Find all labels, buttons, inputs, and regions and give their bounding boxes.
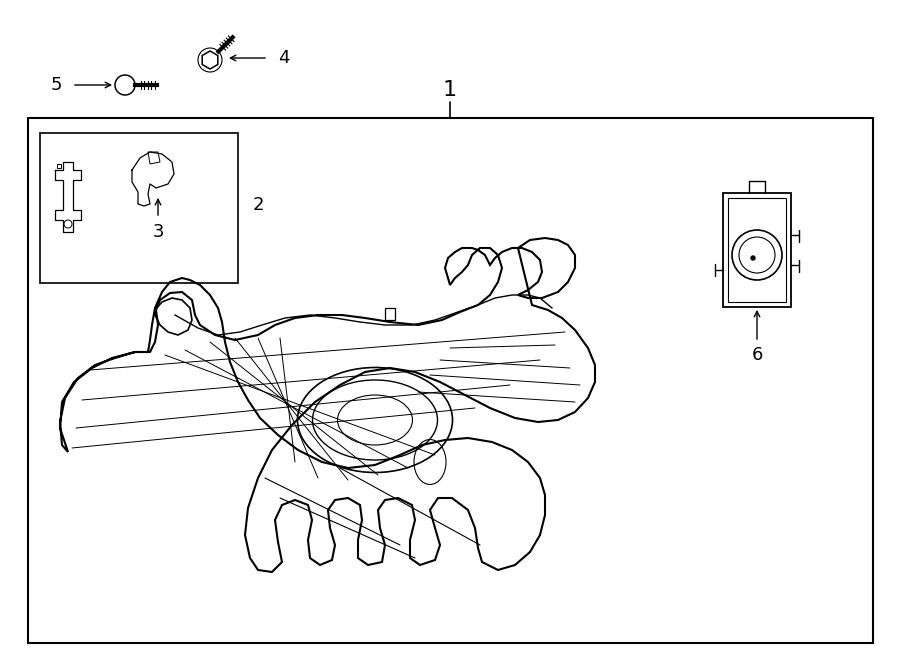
Text: 4: 4: [278, 49, 290, 67]
Text: 6: 6: [752, 346, 762, 364]
Text: 5: 5: [50, 76, 62, 94]
Text: 1: 1: [443, 80, 457, 100]
Text: 2: 2: [253, 196, 265, 214]
Circle shape: [751, 256, 755, 260]
Text: 3: 3: [152, 223, 164, 241]
